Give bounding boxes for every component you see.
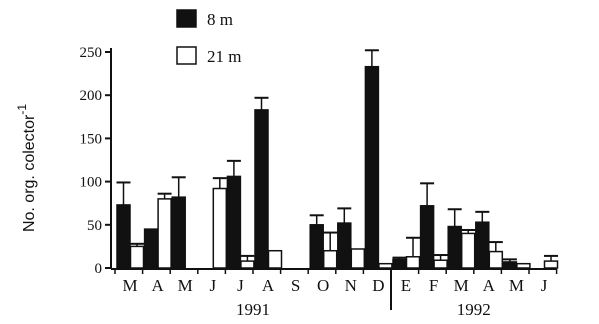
bar-21m [129, 245, 145, 269]
year-label: 1991 [236, 300, 270, 319]
bar-8m [337, 222, 352, 269]
month-label: A [483, 276, 496, 295]
bar-8m [502, 261, 518, 269]
month-label: M [454, 276, 469, 295]
legend-label: 21 m [207, 47, 241, 66]
month-label: A [262, 276, 275, 295]
month-label: M [178, 276, 193, 295]
bar-8m [419, 205, 435, 269]
bar-21m [543, 260, 559, 269]
bars [116, 49, 559, 269]
y-axis: 0 50 100 150 200 250 No. org. colector-1 [15, 45, 112, 277]
month-label: J [209, 276, 216, 295]
bar-21m [267, 249, 283, 269]
bar-21m [157, 198, 172, 269]
bar-8m [309, 224, 324, 269]
bar-8m [364, 65, 380, 269]
month-label: J [541, 276, 548, 295]
bar-21m [212, 187, 228, 269]
bar-21m [350, 248, 366, 269]
y-tick-label: 0 [95, 261, 103, 277]
legend: 8 m 21 m [176, 9, 241, 66]
bar-21m [240, 260, 255, 269]
month-label: N [345, 276, 357, 295]
bar-21m [516, 262, 531, 269]
month-label: S [291, 276, 300, 295]
y-tick-label: 50 [87, 218, 102, 234]
bar-8m [143, 228, 159, 269]
bar-8m [475, 221, 490, 269]
y-tick-label: 150 [80, 131, 103, 147]
bar-21m [378, 262, 393, 269]
bar-21m [433, 259, 448, 269]
y-axis-title: No. org. colector-1 [15, 104, 38, 232]
bar-21m [488, 250, 504, 269]
month-label: F [429, 276, 438, 295]
month-label: E [401, 276, 411, 295]
bar-21m [322, 249, 338, 269]
month-label: M [122, 276, 137, 295]
month-label: A [151, 276, 164, 295]
bar-21m [405, 256, 421, 269]
legend-swatch [176, 9, 197, 28]
bar-8m [254, 109, 269, 269]
year-label: 1992 [457, 300, 491, 319]
bar-21m [460, 232, 476, 269]
bar-8m [171, 196, 186, 269]
y-axis-title-text: No. org. colector [21, 114, 38, 232]
month-label: M [509, 276, 524, 295]
bar-8m [447, 225, 462, 269]
legend-swatch [176, 46, 197, 65]
month-label: J [237, 276, 244, 295]
bar-8m [116, 204, 131, 269]
y-tick-label: 250 [80, 45, 103, 61]
month-label: O [317, 276, 329, 295]
y-axis-title-superscript: -1 [15, 104, 29, 115]
bar-8m [392, 258, 407, 269]
month-label: D [372, 276, 384, 295]
bar-8m [226, 175, 242, 269]
y-tick-label: 100 [80, 175, 103, 191]
y-tick-label: 200 [80, 88, 103, 104]
legend-label: 8 m [207, 10, 233, 29]
